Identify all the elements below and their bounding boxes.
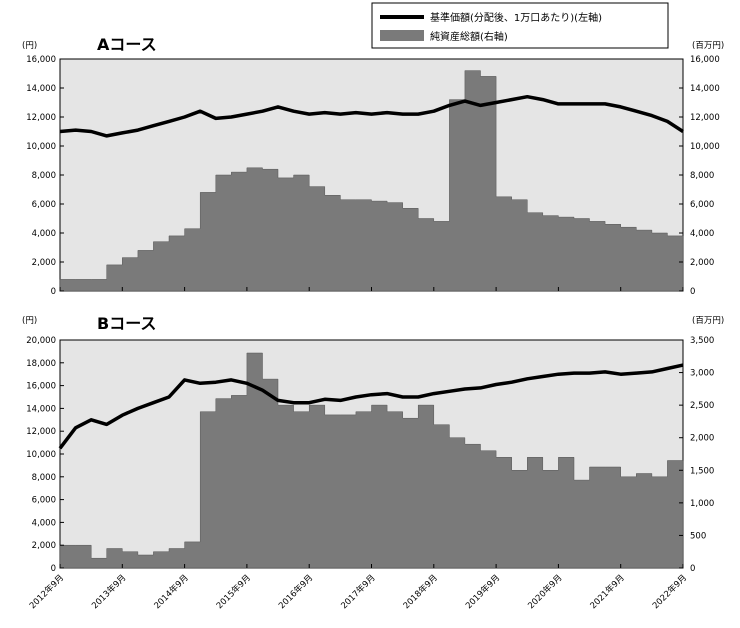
panel-b-right-tick-label: 1,500	[690, 466, 714, 476]
panel-b-right-tick-label: 2,500	[690, 401, 714, 411]
panel-b-left-tick-label: 4,000	[32, 518, 56, 528]
panel-a-right-tick-label: 4,000	[690, 229, 714, 239]
panel-a-right-unit: (百万円)	[692, 41, 724, 51]
panel-a-area-layer	[59, 70, 684, 292]
legend: 基準価額(分配後、1万口あたり)(左軸) 純資産総額(右軸)	[371, 2, 669, 49]
x-tick-label: 2016年9月	[276, 572, 315, 611]
panel-b-left-tick-label: 16,000	[26, 382, 56, 392]
panel-a-left-tick-label: 6,000	[32, 200, 56, 210]
x-tick-label: 2017年9月	[339, 572, 378, 611]
x-tick-label: 2020年9月	[526, 572, 565, 611]
panel-b-right-tick-label: 0	[690, 564, 695, 574]
panel-b-right-tick-label: 3,500	[690, 336, 714, 346]
x-tick-label: 2019年9月	[463, 572, 502, 611]
legend-area-label: 純資産総額(右軸)	[430, 30, 508, 43]
panel-b: (円) (百万円) Bコース 20,000 18,000 16,000 14,000 1…	[22, 314, 724, 574]
panel-a-left-tick-label: 12,000	[26, 113, 56, 123]
panel-b-left-tick-label: 18,000	[26, 359, 56, 369]
panel-a-left-tick-label: 8,000	[32, 171, 56, 181]
panel-a-left-tick-label: 4,000	[32, 229, 56, 239]
x-tick-label: 2015年9月	[214, 572, 253, 611]
panel-a: (円) (百万円) Aコース 16,000 14,000 12,000 10,000 8…	[22, 35, 724, 297]
panel-b-left-tick-label: 20,000	[26, 336, 56, 346]
x-tick-label: 2014年9月	[152, 572, 191, 611]
panel-a-right-tick-label: 16,000	[690, 55, 720, 65]
panel-b-left-tick-label: 6,000	[32, 496, 56, 506]
panel-a-left-unit: (円)	[22, 41, 37, 51]
panel-b-left-unit: (円)	[22, 316, 37, 326]
legend-box	[371, 2, 669, 49]
panel-b-right-tick-label: 1,000	[690, 499, 714, 509]
panel-b-left-tick-label: 12,000	[26, 427, 56, 437]
panel-a-left-tick-label: 10,000	[26, 142, 56, 152]
panel-a-left-tick-label: 14,000	[26, 84, 56, 94]
panel-b-net-assets-area	[59, 352, 684, 569]
panel-b-left-tick-label: 2,000	[32, 541, 56, 551]
x-tick-label: 2018年9月	[401, 572, 440, 611]
legend-line-label: 基準価額(分配後、1万口あたり)(左軸)	[430, 11, 602, 24]
panel-a-right-tick-label: 6,000	[690, 200, 714, 210]
panel-b-ticks: 20,000 18,000 16,000 14,000 12,000 10,000 8,00…	[26, 336, 714, 574]
panel-a-left-tick-label: 2,000	[32, 258, 56, 268]
legend-area-swatch	[380, 30, 424, 41]
panel-b-right-tick-label: 500	[690, 531, 706, 541]
panel-a-right-tick-label: 12,000	[690, 113, 720, 123]
x-tick-label: 2013年9月	[89, 572, 128, 611]
panel-a-right-tick-label: 14,000	[690, 84, 720, 94]
panel-b-title: Bコース	[97, 314, 156, 333]
panel-a-net-assets-area	[59, 70, 684, 292]
panel-a-title: Aコース	[97, 35, 157, 54]
panel-a-right-tick-label: 2,000	[690, 258, 714, 268]
panel-a-ticks: 16,000 14,000 12,000 10,000 8,000 6,000 4,000 2…	[26, 55, 720, 297]
panel-b-left-tick-label: 10,000	[26, 450, 56, 460]
panel-b-right-tick-label: 3,000	[690, 369, 714, 379]
x-tick-label: 2022年9月	[650, 572, 689, 611]
panel-a-right-tick-label: 8,000	[690, 171, 714, 181]
panel-b-area-layer	[59, 352, 684, 569]
panel-b-right-tick-label: 2,000	[690, 434, 714, 444]
x-tick-label: 2012年9月	[27, 572, 66, 611]
panel-b-right-unit: (百万円)	[692, 316, 724, 326]
panel-a-left-tick-label: 0	[51, 287, 56, 297]
panel-b-left-tick-label: 14,000	[26, 404, 56, 414]
panel-b-left-tick-label: 8,000	[32, 473, 56, 483]
panel-b-left-tick-label: 0	[51, 564, 56, 574]
panel-a-line-layer	[59, 94, 684, 138]
panel-b-nav-line	[58, 363, 684, 450]
panel-a-right-tick-label: 0	[690, 287, 695, 297]
panel-a-left-tick-label: 16,000	[26, 55, 56, 65]
x-tick-label: 2021年9月	[588, 572, 627, 611]
panel-a-right-tick-label: 10,000	[690, 142, 720, 152]
panel-b-line-layer	[58, 363, 684, 450]
panel-a-nav-line	[59, 94, 684, 138]
